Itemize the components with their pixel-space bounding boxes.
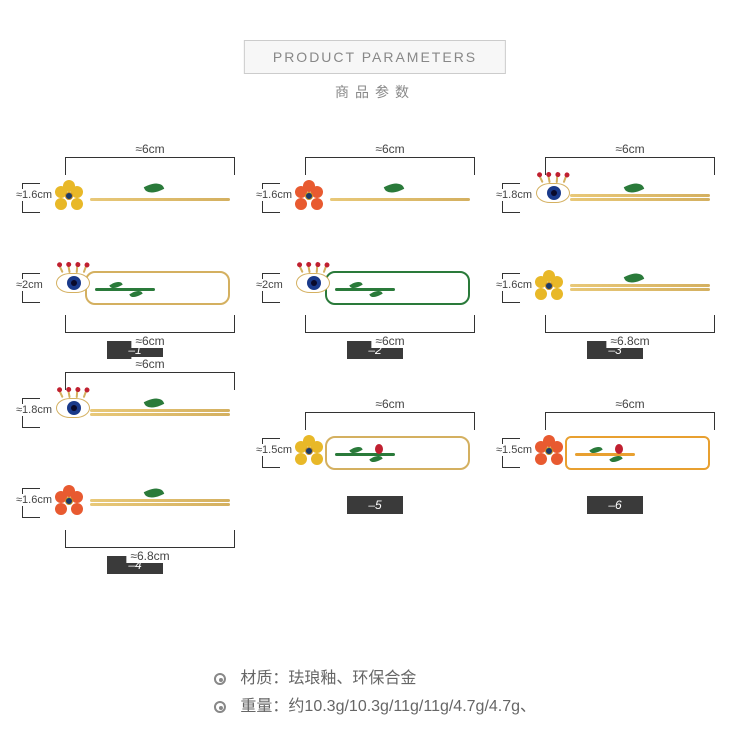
product-grid: ≈6cm ≈1.6cm ≈2cm ≈6cm –1 ≈6cm ≈1.6cm ≈2c…: [20, 155, 730, 565]
dim-width-bracket: ≈6cm: [65, 315, 235, 333]
material-row: 材质：珐琅釉、环保合金: [214, 664, 536, 688]
dim-width-bracket: ≈6.8cm: [545, 315, 715, 333]
hairclip: [50, 187, 230, 209]
weight-label: 重量：: [240, 698, 288, 715]
dim-width-label: ≈6cm: [131, 357, 168, 371]
dim-height-label: ≈1.5cm: [496, 444, 532, 456]
hairclip: [50, 277, 230, 299]
variant-tag: –5: [347, 496, 403, 514]
clip-item: ≈2cm ≈6cm: [260, 245, 490, 335]
product-cell: ≈6cm ≈1.6cm ≈2cm ≈6cm –1: [20, 155, 250, 350]
material-label: 材质：: [240, 670, 288, 687]
dim-width-label: ≈6.8cm: [126, 549, 173, 563]
dim-width-bracket: ≈6.8cm: [65, 530, 235, 548]
flower-icon: [536, 273, 562, 299]
ladybug-icon: [375, 444, 383, 454]
dim-width-bracket: ≈6cm: [545, 412, 715, 430]
specs: 材质：珐琅釉、环保合金 重量：约10.3g/10.3g/11g/11g/4.7g…: [214, 660, 536, 720]
hairclip: [530, 187, 710, 209]
dim-height-label: ≈1.6cm: [16, 494, 52, 506]
dim-width-label: ≈6.8cm: [606, 334, 653, 348]
dim-height-label: ≈1.6cm: [16, 189, 52, 201]
clip-item: ≈6cm ≈1.6cm: [20, 155, 250, 245]
flower-icon: [56, 488, 82, 514]
clip-item: ≈1.6cm ≈6.8cm: [500, 245, 730, 335]
eye-icon: [56, 271, 90, 293]
header: PRODUCT PARAMETERS 商品参数: [244, 40, 506, 102]
dim-width-bracket: ≈6cm: [65, 372, 235, 390]
dim-width-label: ≈6cm: [371, 142, 408, 156]
flower-icon: [296, 183, 322, 209]
hairclip: [50, 402, 230, 424]
variant-tag: –6: [587, 496, 643, 514]
product-cell: ≈6cm ≈1.8cm ≈1.6cm ≈6.8cm –3: [500, 155, 730, 350]
product-cell: ≈6cm ≈1.5cm –6: [500, 370, 730, 525]
clip-item: ≈6cm ≈1.5cm: [500, 410, 730, 490]
eye-icon: [296, 271, 330, 293]
dim-width-label: ≈6cm: [131, 334, 168, 348]
bullet-icon: [214, 673, 226, 685]
header-title-en: PRODUCT PARAMETERS: [244, 40, 506, 74]
dim-height-label: ≈2cm: [256, 279, 283, 291]
dim-width-label: ≈6cm: [371, 334, 408, 348]
dim-width-bracket: ≈6cm: [65, 157, 235, 175]
leaf-icon: [144, 180, 165, 197]
clip-item: ≈2cm ≈6cm: [20, 245, 250, 335]
hairclip: [290, 442, 470, 464]
hairclip: [50, 492, 230, 514]
clip-item: ≈6cm ≈1.8cm: [20, 370, 250, 460]
dim-height-label: ≈1.8cm: [496, 189, 532, 201]
dim-height-label: ≈1.6cm: [496, 279, 532, 291]
dim-width-label: ≈6cm: [131, 142, 168, 156]
eye-icon: [536, 181, 570, 203]
product-cell: ≈6cm ≈1.6cm ≈2cm ≈6cm –2: [260, 155, 490, 350]
product-cell: ≈6cm ≈1.5cm –5: [260, 370, 490, 525]
clip-item: ≈6cm ≈1.6cm: [260, 155, 490, 245]
dim-width-bracket: ≈6cm: [305, 412, 475, 430]
dim-height-label: ≈2cm: [16, 279, 43, 291]
weight-value: 约10.3g/10.3g/11g/11g/4.7g/4.7g、: [288, 698, 536, 715]
ladybug-icon: [615, 444, 623, 454]
dim-width-bracket: ≈6cm: [305, 315, 475, 333]
header-title-cn: 商品参数: [244, 82, 506, 102]
dim-height-label: ≈1.5cm: [256, 444, 292, 456]
clip-item: ≈6cm ≈1.5cm: [260, 410, 490, 490]
dim-width-label: ≈6cm: [371, 397, 408, 411]
dim-height-label: ≈1.8cm: [16, 404, 52, 416]
hairclip: [290, 187, 470, 209]
dim-height-label: ≈1.6cm: [256, 189, 292, 201]
product-cell: ≈6cm ≈1.8cm ≈1.6cm ≈6.8cm –4: [20, 370, 250, 565]
flower-icon: [56, 183, 82, 209]
dim-width-bracket: ≈6cm: [545, 157, 715, 175]
leaf-icon: [384, 180, 405, 197]
weight-row: 重量：约10.3g/10.3g/11g/11g/4.7g/4.7g、: [214, 692, 536, 716]
clip-item: ≈6cm ≈1.8cm: [500, 155, 730, 245]
hairclip: [530, 442, 710, 464]
bullet-icon: [214, 701, 226, 713]
material-value: 珐琅釉、环保合金: [288, 670, 416, 687]
dim-width-bracket: ≈6cm: [305, 157, 475, 175]
dim-width-label: ≈6cm: [611, 142, 648, 156]
dim-width-label: ≈6cm: [611, 397, 648, 411]
eye-icon: [56, 396, 90, 418]
clip-item: ≈1.6cm ≈6.8cm: [20, 460, 250, 550]
hairclip: [530, 277, 710, 299]
flower-icon: [296, 438, 322, 464]
hairclip: [290, 277, 470, 299]
flower-icon: [536, 438, 562, 464]
